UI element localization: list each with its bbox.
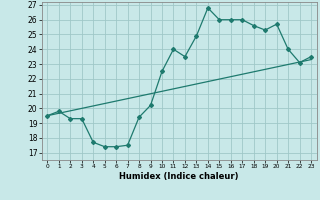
X-axis label: Humidex (Indice chaleur): Humidex (Indice chaleur): [119, 172, 239, 181]
